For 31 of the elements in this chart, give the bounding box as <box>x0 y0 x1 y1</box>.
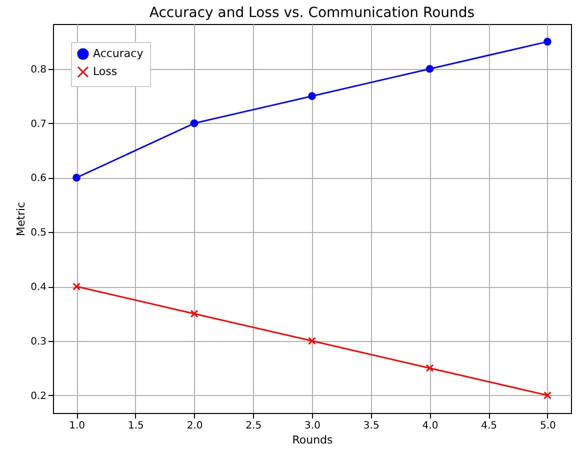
x-tick-label: 4.5 <box>481 420 498 432</box>
point <box>190 310 198 318</box>
x-tick-label: 1.5 <box>128 420 144 432</box>
y-tick-label: 0.4 <box>30 282 46 294</box>
point <box>308 92 316 100</box>
legend-label: Loss <box>93 65 118 78</box>
point <box>190 119 198 128</box>
y-tick-label: 0.2 <box>30 390 46 402</box>
point <box>544 391 552 400</box>
x-tick-label: 1.0 <box>69 420 85 432</box>
x-tick-label: 2.5 <box>246 420 262 432</box>
y-tick-label: 0.3 <box>30 336 46 348</box>
legend-label: Accuracy <box>93 47 144 60</box>
point <box>426 64 434 73</box>
point <box>544 38 552 46</box>
point <box>72 174 80 182</box>
point <box>72 282 80 290</box>
y-tick-label: 0.5 <box>30 228 46 239</box>
chart-title: Accuracy and Loss vs. Communication Rounds <box>149 5 475 21</box>
y-axis-title: Metric <box>14 202 28 236</box>
y-tick-label: 0.7 <box>30 118 46 130</box>
point <box>308 337 316 345</box>
y-tick-label: 0.8 <box>30 64 46 76</box>
x-tick-label: 4.0 <box>422 420 438 432</box>
point <box>426 364 434 372</box>
x-tick-label: 3.0 <box>304 420 320 432</box>
x-tick-label: 3.5 <box>363 420 380 432</box>
x-tick-label: 5.0 <box>540 420 556 432</box>
x-axis-title: Rounds <box>292 434 334 446</box>
y-tick-label: 0.6 <box>30 173 46 184</box>
x-tick-label: 2.0 <box>186 420 203 432</box>
